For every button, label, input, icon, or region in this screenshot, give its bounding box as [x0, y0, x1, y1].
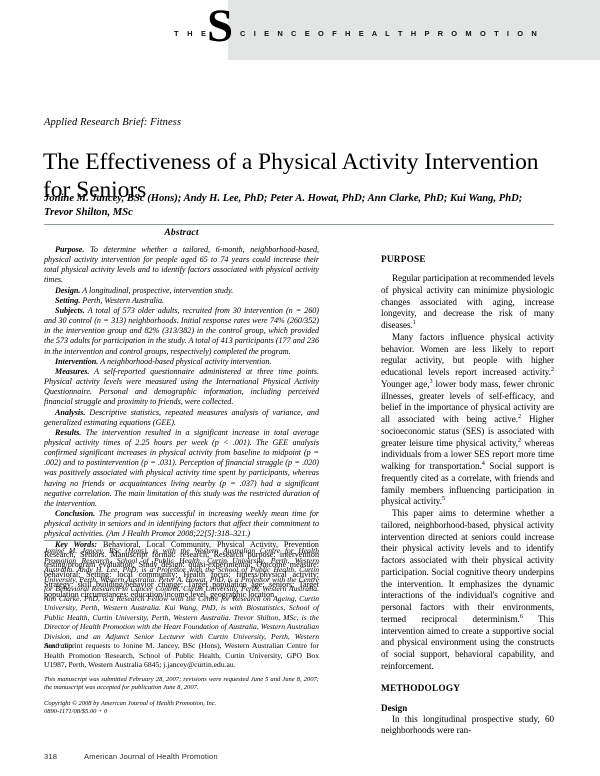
citation-ref-2c: 2	[517, 436, 522, 444]
copyright-block: Copyright © 2008 by American Journal of …	[44, 700, 319, 717]
citation-ref-5: 5	[441, 495, 445, 503]
divider-mid	[44, 540, 319, 541]
masthead-dropcap-s: S	[207, 0, 234, 52]
author-affiliations: Jonine M. Jancey, BSc (Hons), is with th…	[44, 546, 319, 650]
purpose-paragraph-3-text: This paper aims to determine whether a t…	[381, 508, 554, 624]
issn-line: 0890-1171/08/$5.00 + 0	[44, 708, 108, 716]
section-heading-methodology: METHODOLOGY	[381, 683, 461, 694]
abstract-item-conclusion: Conclusion. The program was successful i…	[44, 509, 319, 539]
abstract-text-purpose: To determine whether a tailored, 6-month…	[44, 245, 320, 285]
keywords-text: Behavioral, Local Community, Physical Ac…	[44, 539, 319, 599]
abstract-text-subjects: A total of 573 older adults, recruited f…	[44, 305, 319, 356]
abstract-label-conclusion: Conclusion.	[55, 509, 96, 519]
page-title: The Effectiveness of a Physical Activity…	[43, 148, 539, 204]
purpose-paragraph-3: This paper aims to determine whether a t…	[381, 508, 554, 673]
reprint-requests-note: Send reprint requests to Jonine M. Jance…	[44, 641, 319, 669]
abstract-text-results: The intervention resulted in a significa…	[44, 427, 319, 508]
masthead-title-rest: C I E N C E O F H E A L T H P R O M O T …	[240, 29, 540, 38]
keywords-block: Key Words: Behavioral, Local Community, …	[44, 540, 319, 601]
abstract-item-intervention: Intervention. A neighborhood-based physi…	[44, 357, 319, 367]
copyright-line: Copyright © 2008 by American Journal of …	[44, 700, 217, 707]
citation-ref-2: 2	[550, 365, 554, 373]
abstract-label-results: Results.	[55, 427, 82, 437]
abstract-item-results: Results. The intervention resulted in a …	[44, 428, 319, 509]
citation-ref-1: 1	[412, 318, 416, 326]
main-body-column: PURPOSE Regular participation at recomme…	[381, 255, 554, 737]
abstract-text-intervention: A neighborhood-based physical activity i…	[100, 356, 272, 366]
abstract-item-setting: Setting. Perth, Western Australia.	[44, 296, 319, 306]
abstract-text-conclusion: The program was successful in increasing…	[44, 509, 319, 539]
page-footer: 318 American Journal of Health Promotion	[44, 752, 218, 761]
divider-top	[44, 224, 554, 225]
purpose-paragraph-1-text: Regular participation at recommended lev…	[381, 273, 554, 330]
abstract-label-analysis: Analysis.	[55, 407, 86, 417]
purpose-paragraph-1: Regular participation at recommended lev…	[381, 273, 554, 332]
purpose-paragraph-2-cont-e: Social support is frequently cited as a …	[381, 461, 554, 507]
abstract-heading: Abstract	[164, 228, 199, 238]
abstract-label-design: Design.	[55, 285, 81, 295]
abstract-label-setting: Setting.	[55, 295, 81, 305]
abstract-text-analysis: Descriptive statistics, repeated measure…	[44, 407, 319, 427]
abstract-section: Abstract Purpose. To determine whether a…	[44, 228, 319, 600]
purpose-paragraph-2: Many factors influence physical activity…	[381, 332, 554, 508]
citation-ref-2b: 2	[518, 412, 522, 420]
abstract-item-purpose: Purpose. To determine whether a tailored…	[44, 245, 319, 286]
citation-ref-4: 4	[481, 459, 485, 467]
article-category-label: Applied Research Brief: Fitness	[44, 117, 182, 128]
citation-ref-3: 3	[429, 377, 433, 385]
purpose-paragraph-2-text: Many factors influence physical activity…	[381, 331, 554, 377]
masthead-the-word: T H E	[174, 29, 210, 38]
citation-ref-6: 6	[519, 612, 523, 620]
masthead: T H E S C I E N C E O F H E A L T H P R …	[0, 0, 600, 62]
masthead-gray-band	[228, 0, 600, 60]
masthead-text-group: T H E S C I E N C E O F H E A L T H P R …	[0, 0, 600, 62]
design-paragraph: In this longitudinal prospective study, …	[381, 713, 554, 736]
abstract-text-design: A longitudinal, prospective, interventio…	[82, 285, 234, 295]
abstract-label-intervention: Intervention.	[55, 356, 99, 366]
abstract-text-measures: A self-reported questionnaire administer…	[44, 366, 319, 407]
purpose-paragraph-2-cont-d: whereas individuals from a lower SES rep…	[381, 437, 554, 472]
abstract-item-measures: Measures. A self-reported questionnaire …	[44, 367, 319, 408]
abstract-item-subjects: Subjects. A total of 573 older adults, r…	[44, 306, 319, 357]
page-number: 318	[44, 752, 58, 761]
abstract-item-analysis: Analysis. Descriptive statistics, repeat…	[44, 408, 319, 428]
author-list: Jonine M. Jancey, BSc (Hons); Andy H. Le…	[44, 193, 523, 218]
footer-journal-name: American Journal of Health Promotion	[84, 752, 218, 761]
section-heading-purpose: PURPOSE	[381, 255, 426, 265]
keywords-label: Key Words:	[55, 539, 98, 549]
manuscript-history-note: This manuscript was submitted February 2…	[44, 676, 319, 692]
abstract-item-design: Design. A longitudinal, prospective, int…	[44, 286, 319, 296]
abstract-label-subjects: Subjects.	[55, 305, 85, 315]
abstract-text-setting: Perth, Western Australia.	[82, 295, 165, 305]
purpose-paragraph-2-cont-a: Younger age,	[381, 378, 430, 389]
abstract-label-measures: Measures.	[55, 366, 90, 376]
purpose-paragraph-2-cont-b: lower body mass, fewer chronic illnesses…	[381, 378, 555, 424]
purpose-paragraph-2-cont-c: Higher socioeconomic status (SES) is ass…	[381, 414, 555, 448]
purpose-paragraph-3-cont: This intervention aimed to create a supp…	[381, 613, 554, 671]
abstract-label-purpose: Purpose.	[55, 245, 85, 254]
subsection-heading-design: Design	[381, 702, 408, 713]
